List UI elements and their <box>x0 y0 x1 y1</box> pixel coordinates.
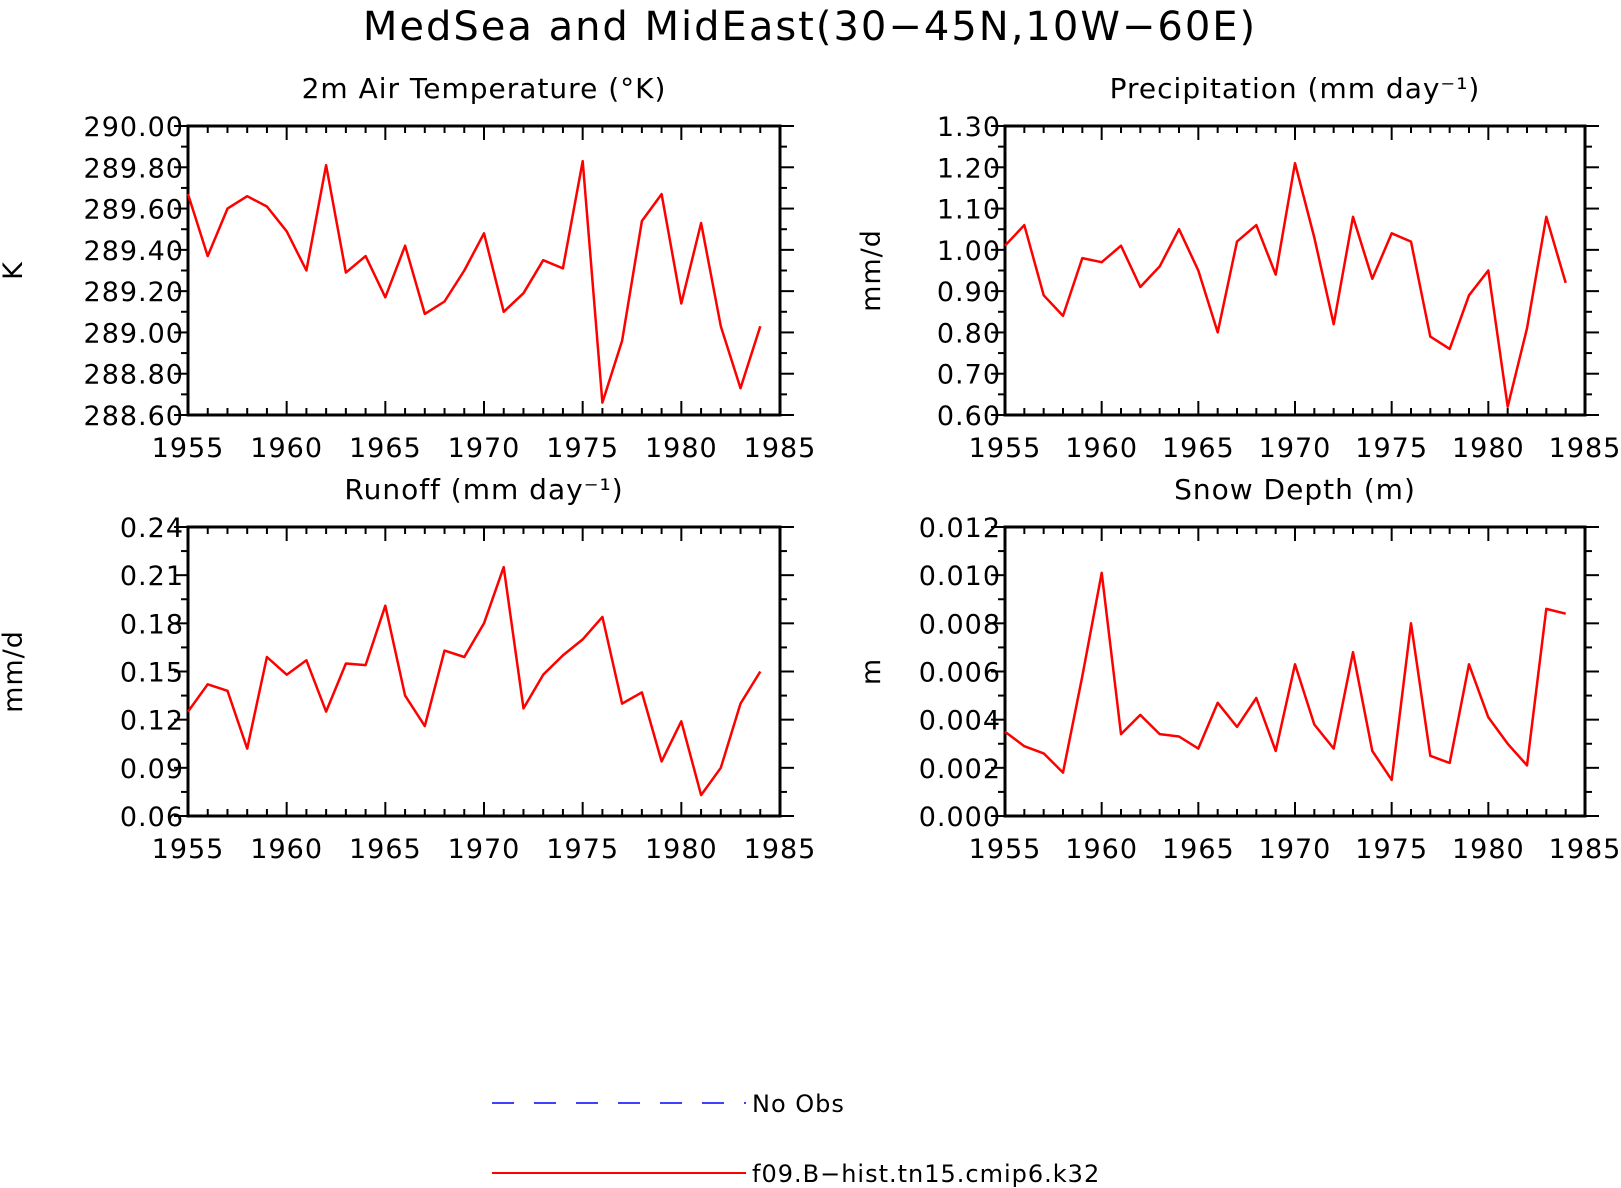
y-tick-label: 0.06 <box>120 802 184 833</box>
x-tick-label: 1985 <box>744 834 817 865</box>
chart-panel-3: Runoff (mm day⁻¹) 1955 1960 1965 1970 1975 198… <box>0 473 817 865</box>
y-tick-label: 289.80 <box>84 153 184 184</box>
y-tick-label: 0.000 <box>919 802 1001 833</box>
x-tick-label: 1975 <box>546 834 619 865</box>
x-tick-label: 1970 <box>1259 433 1332 464</box>
y-tick-label: 0.90 <box>937 277 1001 308</box>
x-tick-label: 1955 <box>152 834 225 865</box>
plot-frame <box>1003 525 1587 818</box>
x-tick-label: 1985 <box>1549 834 1621 865</box>
panel-title: Snow Depth (m) <box>1174 473 1416 506</box>
y-tick-label: 289.60 <box>84 195 184 226</box>
x-tick-label: 1955 <box>969 433 1042 464</box>
x-tick-label: 1970 <box>1259 834 1332 865</box>
y-tick-label: 0.60 <box>937 401 1001 432</box>
y-tick-label: 0.24 <box>120 513 184 544</box>
x-tick-label: 1975 <box>1355 433 1428 464</box>
y-tick-label: 289.40 <box>84 236 184 267</box>
x-tick-label: 1955 <box>969 834 1042 865</box>
y-tick-label: 0.12 <box>120 706 184 737</box>
x-tick-label: 1960 <box>1065 834 1138 865</box>
chart-panel-1: 2m Air Temperature (°K) 1955 1960 1965 1970 1… <box>0 72 817 464</box>
x-tick-label: 1975 <box>546 433 619 464</box>
y-tick-label: 0.15 <box>120 658 184 689</box>
x-tick-label: 1970 <box>448 834 521 865</box>
y-axis-label: mm/d <box>0 630 29 713</box>
plot-frame <box>186 525 782 818</box>
y-tick-label: 0.012 <box>919 513 1001 544</box>
chart-panel-4: Snow Depth (m) 1955 1960 1965 1970 1975 1980 19… <box>856 473 1621 865</box>
y-tick-label: 1.00 <box>937 236 1001 267</box>
y-axis-label: mm/d <box>856 229 887 312</box>
y-axis-label: m <box>856 658 887 685</box>
x-tick-label: 1965 <box>349 834 422 865</box>
panel-title: Runoff (mm day⁻¹) <box>344 473 623 506</box>
y-tick-label: 0.18 <box>120 609 184 640</box>
chart-panel-2: Precipitation (mm day⁻¹) 1955 1960 1965 1970… <box>856 72 1621 464</box>
x-tick-label: 1980 <box>1452 834 1525 865</box>
x-tick-label: 1965 <box>1162 433 1235 464</box>
y-tick-label: 1.10 <box>937 195 1001 226</box>
x-tick-label: 1980 <box>645 834 718 865</box>
x-tick-label: 1980 <box>1452 433 1525 464</box>
x-tick-label: 1975 <box>1355 834 1428 865</box>
y-tick-label: 0.004 <box>919 706 1001 737</box>
x-tick-label: 1965 <box>349 433 422 464</box>
series-line <box>186 565 762 797</box>
y-tick-label: 0.80 <box>937 318 1001 349</box>
legend-label-2: f09.B−hist.tn15.cmip6.k32 <box>752 1160 1100 1188</box>
y-axis-label: K <box>0 261 29 280</box>
x-tick-label: 1985 <box>1549 433 1621 464</box>
panel-title: 2m Air Temperature (°K) <box>302 72 667 105</box>
series-line <box>1004 161 1567 408</box>
x-tick-label: 1985 <box>744 433 817 464</box>
legend-label-1: No Obs <box>752 1090 845 1118</box>
x-tick-label: 1955 <box>152 433 225 464</box>
y-tick-label: 0.006 <box>919 658 1001 689</box>
y-tick-label: 0.09 <box>120 754 184 785</box>
series-line <box>186 159 762 404</box>
y-tick-label: 1.20 <box>937 153 1001 184</box>
y-tick-label: 0.70 <box>937 360 1001 391</box>
y-tick-label: 0.010 <box>919 561 1001 592</box>
panels: 2m Air Temperature (°K) 1955 1960 1965 1970 1… <box>0 72 1621 865</box>
y-tick-label: 290.00 <box>84 112 184 143</box>
x-tick-label: 1960 <box>250 834 323 865</box>
panel-title: Precipitation (mm day⁻¹) <box>1110 72 1481 105</box>
x-tick-label: 1960 <box>1065 433 1138 464</box>
figure-title: MedSea and MidEast(30−45N,10W−60E) <box>363 4 1257 50</box>
x-tick-label: 1960 <box>250 433 323 464</box>
y-tick-label: 0.002 <box>919 754 1001 785</box>
y-tick-label: 1.30 <box>937 112 1001 143</box>
legend: No Obs f09.B−hist.tn15.cmip6.k32 <box>492 1090 1100 1188</box>
y-tick-label: 0.21 <box>120 561 184 592</box>
series-line <box>1004 571 1567 782</box>
y-tick-label: 0.008 <box>919 609 1001 640</box>
y-tick-label: 288.80 <box>84 360 184 391</box>
y-tick-label: 289.00 <box>84 318 184 349</box>
x-tick-label: 1965 <box>1162 834 1235 865</box>
x-tick-label: 1970 <box>448 433 521 464</box>
y-tick-label: 289.20 <box>84 277 184 308</box>
plot-frame <box>186 124 782 417</box>
y-tick-label: 288.60 <box>84 401 184 432</box>
x-tick-label: 1980 <box>645 433 718 464</box>
